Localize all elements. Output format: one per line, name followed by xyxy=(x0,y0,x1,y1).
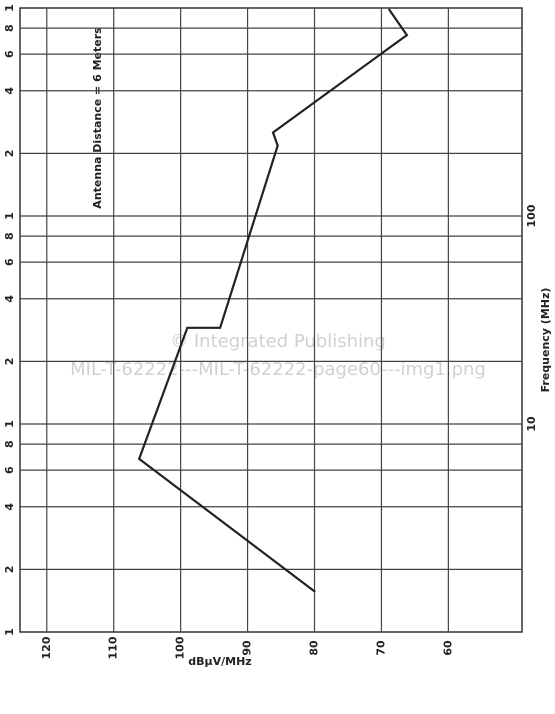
watermark: MIL-T-62222---MIL-T-62222-page60---img1.… xyxy=(70,359,486,380)
x-tick-label: 70 xyxy=(374,640,387,656)
annotation: Antenna Distance = 6 Meters xyxy=(91,27,104,209)
x-tick-label: 120 xyxy=(40,636,53,659)
data-line xyxy=(137,8,409,593)
x-tick-label: 60 xyxy=(441,640,454,656)
y-tick-label: 2 xyxy=(3,358,16,366)
x-tick-label: 80 xyxy=(308,640,321,656)
y-tick-label: 8 xyxy=(3,24,16,32)
x-tick-label: 100 xyxy=(174,636,187,659)
y-tick-label: 6 xyxy=(3,466,16,474)
y-tick-label: 1 xyxy=(3,420,16,428)
y-tick-label: 1 xyxy=(3,212,16,220)
x-axis-label: dBμV/MHz xyxy=(188,655,251,668)
right-tick-label: 100 xyxy=(525,204,538,227)
y-tick-label: 6 xyxy=(3,258,16,266)
y-tick-label: 4 xyxy=(3,295,16,303)
y-tick-label: 8 xyxy=(3,232,16,240)
y-tick-label: 1 xyxy=(3,4,16,12)
y-tick-label: 1 xyxy=(3,628,16,636)
y-tick-label: 2 xyxy=(3,566,16,574)
y-tick-label: 2 xyxy=(3,150,16,158)
y-tick-label: 6 xyxy=(3,50,16,58)
right-tick-label: 10 xyxy=(525,416,538,432)
watermark: © Integrated Publishing xyxy=(170,331,386,352)
x-tick-label: 90 xyxy=(241,640,254,656)
y-axis-label: Frequency (MHz) xyxy=(539,288,552,393)
y-tick-label: 4 xyxy=(3,87,16,95)
y-tick-label: 8 xyxy=(3,440,16,448)
x-tick-label: 110 xyxy=(107,636,120,659)
y-tick-label: 4 xyxy=(3,503,16,511)
